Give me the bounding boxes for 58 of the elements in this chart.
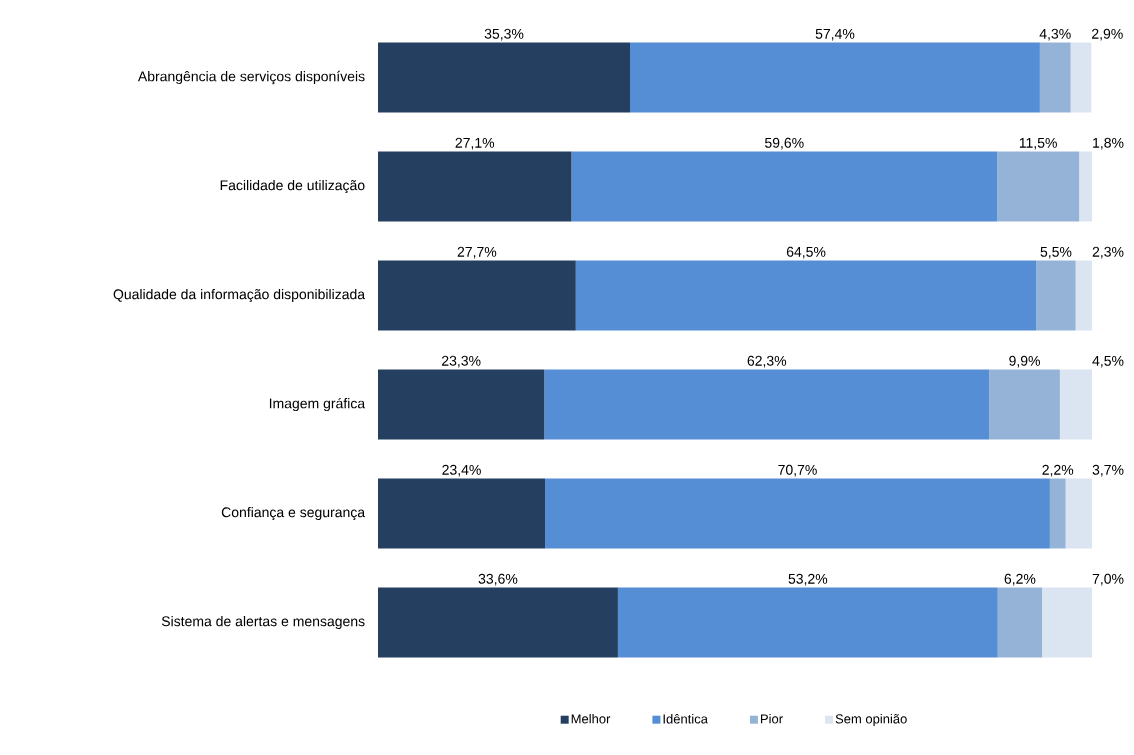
bar — [1079, 151, 1093, 222]
data-label: 33,6% — [478, 573, 518, 586]
data-label: 62,3% — [747, 355, 787, 368]
bar — [617, 587, 998, 658]
data-label: 64,5% — [786, 246, 826, 259]
bar — [378, 260, 576, 331]
bar — [1036, 260, 1076, 331]
data-label: 2,2% — [1042, 464, 1074, 477]
y-tick-label: Imagem gráfica — [269, 397, 366, 412]
bar — [997, 587, 1043, 658]
bar — [378, 587, 618, 658]
data-label: 59,6% — [764, 137, 804, 150]
bar — [989, 369, 1060, 440]
data-label: 23,3% — [442, 355, 481, 368]
data-label: 2,9% — [1092, 28, 1123, 41]
data-label: 1,8% — [1093, 137, 1124, 150]
bar — [1042, 587, 1093, 658]
data-label: 35,3% — [484, 28, 524, 41]
bar — [571, 151, 998, 222]
legend-label: Sem opinião — [835, 713, 907, 727]
bar — [630, 42, 1040, 113]
bar — [1075, 260, 1093, 331]
y-tick-label: Facilidade de utilização — [220, 179, 365, 194]
data-label: 4,3% — [1039, 28, 1071, 41]
data-label: 27,1% — [455, 137, 495, 150]
bar — [378, 369, 545, 440]
data-label: 27,7% — [457, 246, 497, 259]
bar — [1070, 42, 1092, 113]
legend-label: Melhor — [571, 713, 611, 724]
bar — [1039, 42, 1071, 113]
bar — [997, 151, 1080, 222]
data-label: 23,4% — [442, 464, 481, 477]
data-label: 6,2% — [1004, 573, 1036, 586]
bar — [575, 260, 1037, 331]
bar — [1049, 478, 1066, 549]
y-tick-label: Sistema de alertas e mensagens — [161, 615, 365, 630]
data-label: 11,5% — [1019, 137, 1057, 150]
bar — [378, 151, 572, 222]
data-label: 57,4% — [815, 28, 855, 41]
data-label: 53,2% — [788, 573, 828, 586]
bar — [1059, 369, 1093, 440]
legend-label: Pior — [761, 713, 783, 724]
y-tick-label: Abrangência de serviços disponíveis — [137, 70, 365, 85]
bar — [544, 369, 990, 440]
data-label: 70,7% — [778, 464, 817, 477]
y-tick-label: Qualidade da informação disponibilizada — [113, 288, 366, 303]
data-label: 5,5% — [1040, 246, 1072, 259]
bar — [378, 42, 631, 113]
y-tick-label: Confiança e segurança — [221, 506, 366, 521]
bar — [378, 478, 546, 549]
bar — [1065, 478, 1093, 549]
data-label: 2,3% — [1092, 246, 1124, 259]
data-label: 7,0% — [1092, 573, 1124, 586]
data-label: 3,7% — [1092, 464, 1124, 477]
data-label: 4,5% — [1092, 355, 1124, 368]
data-label: 9,9% — [1009, 355, 1040, 368]
bar — [545, 478, 1050, 549]
legend-label: Idêntica — [663, 713, 708, 724]
